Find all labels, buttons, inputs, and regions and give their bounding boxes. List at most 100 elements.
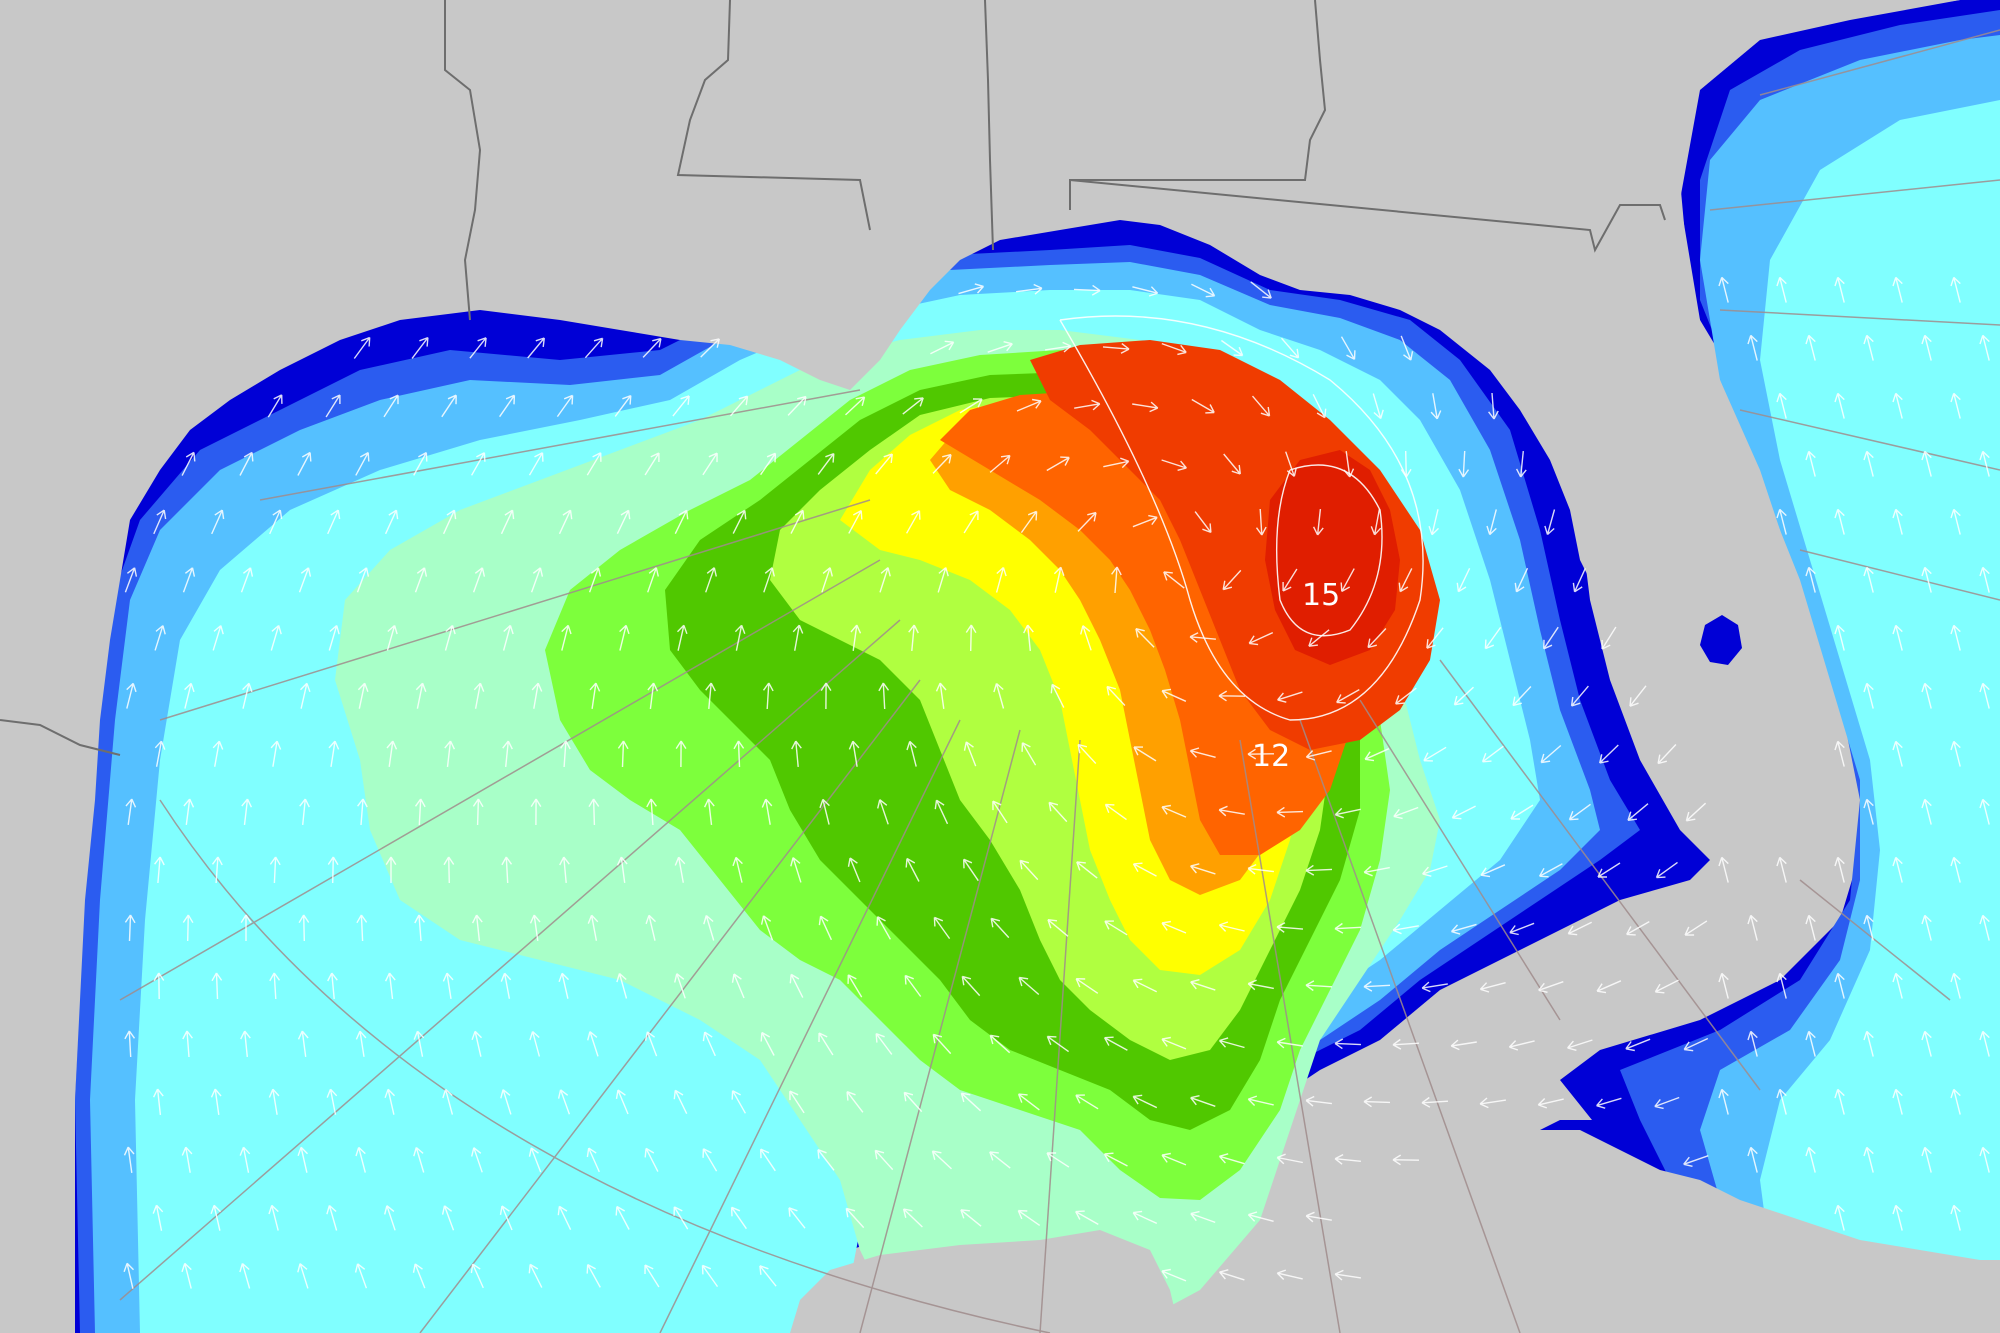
direction-arrow-icon (1950, 856, 1961, 883)
direction-arrow-icon (760, 1031, 775, 1056)
direction-arrow-icon (1625, 1038, 1651, 1052)
direction-arrow-icon (932, 1033, 952, 1055)
direction-arrow-icon (471, 1147, 483, 1173)
border-ar-la (444, 0, 482, 321)
direction-arrow-icon (210, 1088, 222, 1115)
direction-arrow-icon (472, 798, 484, 826)
direction-arrow-icon (472, 567, 486, 593)
direction-arrow-icon (933, 916, 951, 940)
direction-arrow-icon (500, 509, 515, 535)
direction-arrow-icon (1892, 856, 1903, 883)
direction-arrow-icon (850, 624, 862, 651)
direction-arrow-icon (297, 1030, 309, 1057)
direction-arrow-icon (1219, 1269, 1245, 1281)
direction-arrow-icon (1776, 972, 1787, 999)
direction-arrow-icon (1190, 863, 1216, 875)
direction-arrow-icon (1018, 976, 1040, 996)
direction-arrow-icon (1218, 921, 1245, 932)
direction-arrow-icon (1106, 685, 1126, 706)
direction-arrow-icon (441, 394, 457, 418)
direction-arrow-icon (644, 1147, 659, 1172)
band-3-atlantic (1760, 100, 2000, 1333)
direction-arrow-icon (1776, 1088, 1787, 1115)
direction-arrow-icon (817, 1149, 835, 1171)
direction-arrow-icon (1509, 922, 1535, 936)
direction-arrow-icon (1161, 804, 1187, 818)
direction-arrow-icon (1073, 284, 1101, 296)
direction-arrow-icon (181, 1146, 193, 1173)
direction-arrow-icon (1218, 1153, 1245, 1165)
direction-arrow-icon (1247, 979, 1274, 991)
direction-arrow-icon (1421, 1096, 1449, 1108)
direction-arrow-icon (1508, 1040, 1535, 1051)
direction-arrow-icon (1343, 451, 1355, 478)
direction-arrow-icon (1834, 1088, 1845, 1115)
direction-arrow-icon (1718, 972, 1729, 999)
direction-arrow-icon (240, 1030, 251, 1057)
direction-arrow-icon (792, 624, 804, 651)
direction-arrow-icon (1189, 632, 1216, 643)
direction-arrow-icon (414, 798, 426, 826)
direction-arrow-icon (270, 740, 282, 767)
direction-arrow-icon (1103, 1036, 1128, 1051)
direction-arrow-icon (1683, 1037, 1709, 1052)
direction-arrow-icon (183, 798, 195, 825)
direction-arrow-icon (240, 567, 254, 593)
direction-arrow-icon (848, 740, 860, 767)
direction-arrow-icon (528, 1263, 543, 1288)
direction-arrow-icon (934, 799, 949, 825)
direction-arrow-icon (1161, 1036, 1187, 1050)
direction-arrow-icon (242, 682, 253, 709)
direction-arrow-icon (530, 567, 544, 593)
direction-arrow-icon (383, 394, 399, 418)
direction-arrow-icon (1363, 1096, 1391, 1108)
direction-arrow-icon (154, 625, 166, 651)
direction-arrow-icon (1223, 453, 1241, 475)
direction-arrow-icon (502, 624, 514, 651)
direction-arrow-icon (905, 857, 920, 882)
direction-arrow-icon (270, 624, 282, 651)
direction-arrow-icon (154, 740, 166, 767)
direction-arrow-icon (125, 798, 137, 825)
direction-arrow-icon (1103, 457, 1130, 469)
direction-arrow-icon (184, 682, 195, 709)
direction-arrow-icon (587, 914, 599, 941)
direction-arrow-icon (1370, 509, 1382, 536)
direction-arrow-icon (1747, 334, 1758, 361)
direction-arrow-icon (647, 682, 659, 709)
direction-arrow-icon (930, 340, 955, 355)
direction-arrow-icon (1340, 568, 1355, 593)
direction-arrow-icon (1596, 980, 1622, 994)
direction-arrow-icon (1805, 914, 1816, 941)
direction-arrow-icon (1247, 748, 1275, 760)
direction-arrow-icon (1979, 1146, 1990, 1173)
direction-arrow-icon (240, 914, 252, 941)
direction-arrow-icon (1276, 1269, 1303, 1280)
direction-arrow-icon (123, 1262, 134, 1289)
direction-arrow-icon (1372, 393, 1384, 420)
direction-arrow-icon (1540, 744, 1562, 764)
direction-arrow-icon (1190, 1095, 1216, 1107)
direction-arrow-icon (1863, 798, 1874, 825)
direction-arrow-icon (1657, 744, 1677, 765)
direction-arrow-icon (1247, 1095, 1274, 1106)
direction-arrow-icon (124, 1030, 136, 1058)
direction-arrow-icon (615, 1089, 629, 1115)
direction-arrow-icon (1218, 1037, 1245, 1049)
direction-arrow-icon (847, 974, 863, 998)
direction-arrow-icon (1747, 914, 1758, 941)
direction-arrow-icon (1102, 343, 1130, 354)
direction-arrow-icon (499, 394, 516, 418)
direction-arrow-icon (328, 740, 340, 768)
direction-arrow-icon (961, 975, 981, 997)
direction-arrow-icon (153, 972, 165, 1000)
direction-arrow-icon (527, 337, 545, 359)
direction-arrow-icon (1312, 509, 1324, 536)
direction-arrow-icon (761, 798, 773, 825)
direction-arrow-icon (787, 395, 807, 416)
direction-arrow-icon (239, 1146, 251, 1173)
direction-arrow-icon (1480, 864, 1506, 878)
direction-arrow-icon (989, 454, 1011, 473)
direction-arrow-icon (820, 682, 832, 710)
direction-arrow-icon (1776, 856, 1787, 883)
